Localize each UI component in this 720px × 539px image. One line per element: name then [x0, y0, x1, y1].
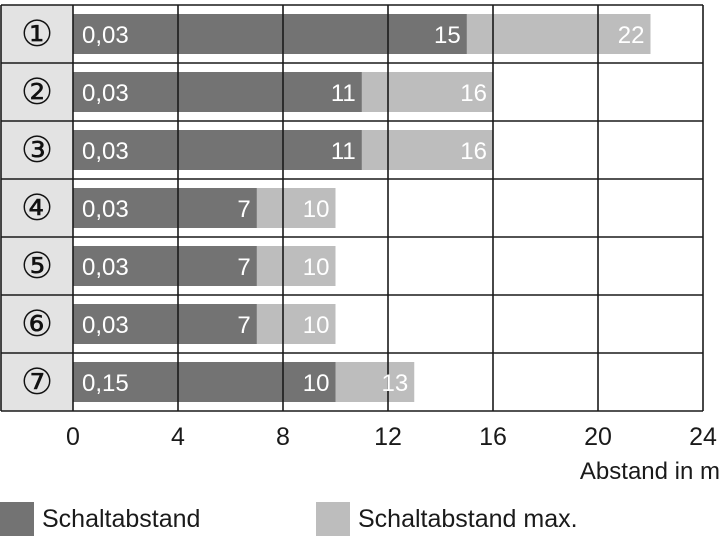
bar-max-label: 16 [460, 138, 487, 165]
bar-max-label: 16 [460, 80, 487, 107]
x-tick-label: 0 [66, 423, 80, 451]
bar-max-label: 10 [303, 312, 330, 339]
category-label: ① [21, 13, 53, 54]
bar-schaltabstand [73, 246, 257, 286]
bar-start-label: 0,03 [82, 254, 129, 281]
bar-schaltabstand [73, 72, 362, 112]
bar-start-label: 0,03 [82, 138, 129, 165]
x-tick-label: 4 [171, 423, 185, 451]
bar-max-label: 10 [303, 196, 330, 223]
x-tick-label: 24 [689, 423, 717, 451]
bar-start-label: 0,15 [82, 370, 129, 397]
bar-max-label: 13 [382, 370, 409, 397]
bar-value-label: 7 [237, 254, 250, 281]
bar-value-label: 11 [331, 138, 356, 165]
bar-schaltabstand [73, 188, 257, 228]
category-panel-bg [1, 5, 73, 411]
legend-item-schaltabstand-max: Schaltabstand max. [316, 501, 578, 537]
category-label: ② [21, 71, 53, 112]
x-axis-label: Abstand in m [580, 458, 720, 485]
category-label: ③ [21, 129, 53, 170]
x-tick-label: 20 [584, 423, 612, 451]
bar-start-label: 0,03 [82, 312, 129, 339]
grid-lines [0, 4, 704, 412]
category-labels: ① ② ③ ④ ⑤ ⑥ ⑦ [21, 13, 53, 402]
bar-value-label: 7 [237, 312, 250, 339]
bar-value-label: 11 [331, 80, 356, 107]
bar-value-label: 7 [237, 196, 250, 223]
legend-label: Schaltabstand max. [358, 504, 578, 533]
legend-swatch-schaltabstand [0, 502, 34, 536]
bar-start-label: 0,03 [82, 80, 129, 107]
x-tick-label: 12 [374, 423, 402, 451]
bar-value-label: 15 [434, 22, 461, 49]
category-label: ⑦ [21, 361, 53, 402]
x-tick-label: 16 [479, 423, 507, 451]
x-tick-label: 8 [276, 423, 290, 451]
category-panel [1, 5, 73, 411]
category-label: ⑤ [21, 245, 53, 286]
bar-max-label: 22 [618, 22, 645, 49]
bar-schaltabstand [73, 14, 467, 54]
bar-labels: 0,03 15 22 0,03 11 16 0,03 11 16 0,03 7 10 0,03 7 10 0,… [82, 22, 645, 397]
bar-schaltabstand [73, 362, 336, 402]
category-label: ④ [21, 187, 53, 228]
category-label: ⑥ [21, 303, 53, 344]
bars [73, 14, 651, 402]
bar-schaltabstand [73, 130, 362, 170]
bar-max-label: 10 [303, 254, 330, 281]
bar-schaltabstand [73, 304, 257, 344]
legend-swatch-schaltabstand-max [316, 502, 350, 536]
legend-item-schaltabstand: Schaltabstand [0, 501, 200, 537]
bar-start-label: 0,03 [82, 22, 129, 49]
x-axis-ticks: 0 4 8 12 16 20 24 [66, 423, 717, 451]
bar-start-label: 0,03 [82, 196, 129, 223]
legend-label: Schaltabstand [42, 504, 201, 533]
bar-value-label: 10 [303, 370, 330, 397]
